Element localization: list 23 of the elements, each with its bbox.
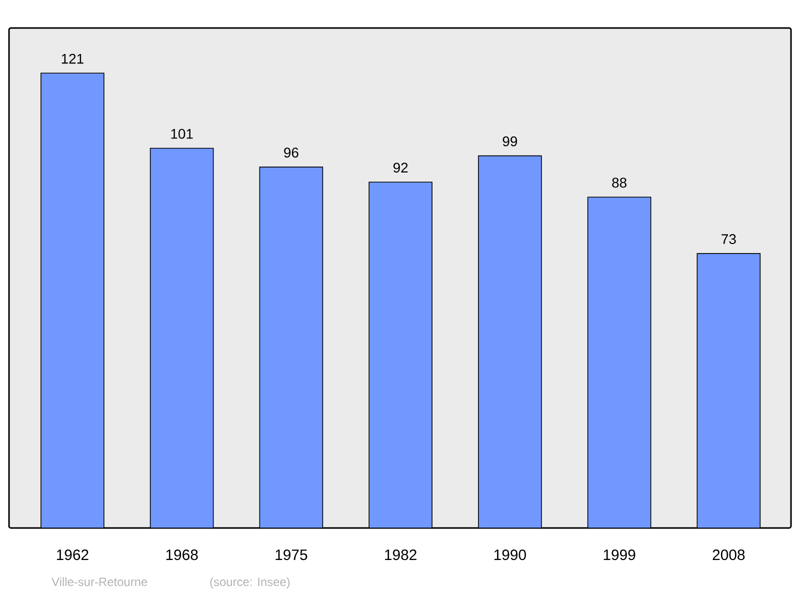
data-label: 99 (502, 136, 518, 146)
x-tick-label: 1982 (385, 550, 416, 560)
x-tick-label: 1999 (604, 550, 636, 560)
data-label: 92 (393, 162, 408, 173)
bar (368, 182, 432, 528)
bar (150, 148, 214, 528)
x-tick-label: 1968 (166, 550, 198, 560)
data-label: 121 (62, 54, 84, 64)
text: Ville-sur-Retourne (52, 577, 148, 586)
x-tick-label: 1975 (276, 550, 308, 560)
bar (259, 166, 324, 528)
data-label: 88 (612, 178, 626, 188)
text: (source: Insee) (210, 577, 290, 588)
bar (40, 72, 104, 528)
data-label: 73 (722, 234, 736, 244)
x-tick-label: 2008 (712, 550, 745, 560)
bar (478, 155, 542, 528)
bar (587, 196, 652, 528)
bar (696, 253, 761, 528)
x-tick-label: 1990 (494, 550, 526, 560)
data-label: 101 (171, 128, 193, 139)
data-label: 96 (284, 148, 298, 158)
x-tick-label: 1962 (56, 550, 88, 560)
